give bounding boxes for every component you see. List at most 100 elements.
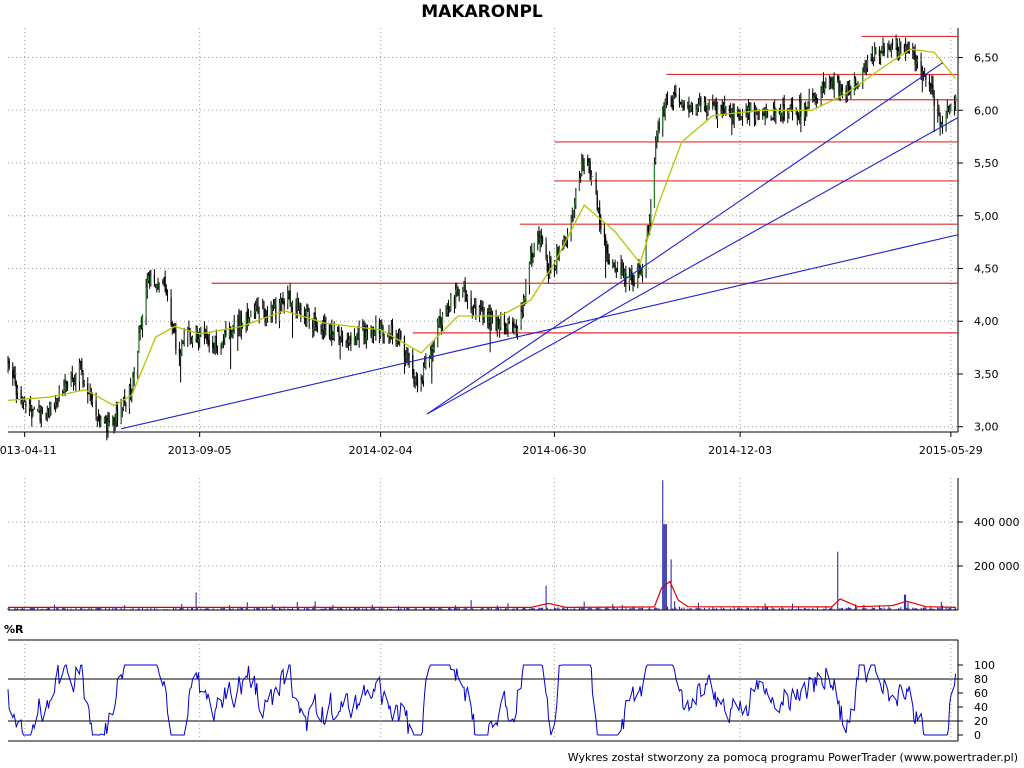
candle-body — [691, 105, 694, 113]
candle-body — [70, 373, 72, 387]
candle-body — [174, 327, 176, 332]
candle-body — [824, 87, 826, 90]
candle-body — [390, 326, 392, 337]
candle-body — [607, 253, 609, 262]
candle-body — [657, 121, 659, 134]
candle-body — [699, 99, 701, 107]
candle-body — [949, 108, 951, 113]
candle-body — [466, 295, 469, 300]
date-tick-label: 2014-06-30 — [522, 444, 586, 457]
candle-body — [890, 43, 892, 52]
candle-body — [870, 54, 872, 58]
candle-body — [439, 316, 441, 325]
candle-body — [846, 85, 848, 98]
candle-body — [283, 301, 285, 306]
candle-body — [71, 374, 73, 379]
candle-body — [103, 417, 106, 422]
candle-body — [356, 334, 358, 338]
candle-body — [499, 324, 501, 330]
candle-body — [489, 312, 491, 326]
candle-body — [482, 309, 484, 320]
candle-body — [628, 276, 631, 286]
candle-body — [596, 195, 598, 210]
candle-body — [574, 203, 576, 210]
candle-body — [708, 103, 710, 107]
candle-body — [513, 327, 515, 332]
candle-body — [32, 410, 34, 416]
candle-body — [516, 328, 519, 334]
candle-body — [632, 280, 634, 285]
candle-body — [703, 102, 706, 106]
candle-body — [557, 248, 559, 258]
candle-body — [349, 337, 351, 343]
candle-body — [195, 329, 197, 338]
candle-body — [66, 382, 69, 389]
candle-body — [99, 416, 101, 425]
candle-body — [696, 106, 698, 112]
candle-body — [857, 82, 859, 85]
candle-body — [772, 107, 775, 118]
candle-body — [187, 329, 189, 338]
candle-body — [530, 251, 532, 263]
candle-body — [332, 334, 334, 338]
candle-body — [15, 382, 17, 396]
candle-body — [541, 237, 544, 244]
candle-body — [82, 373, 84, 384]
candle-body — [925, 74, 927, 80]
candle-body — [606, 245, 608, 254]
candle-body — [914, 53, 916, 66]
candle-body — [221, 341, 223, 349]
candle-body — [532, 257, 534, 260]
candle-body — [481, 306, 483, 310]
candle-body — [590, 174, 592, 183]
candle-body — [587, 158, 589, 166]
candle-body — [571, 215, 573, 219]
candle-body — [815, 96, 817, 101]
candle-body — [250, 312, 252, 316]
candle-body — [465, 294, 467, 302]
candle-body — [620, 262, 622, 275]
candle-body — [280, 299, 282, 304]
candle-body — [65, 381, 67, 385]
candle-body — [172, 324, 175, 329]
candle-body — [682, 100, 684, 106]
candle-body — [749, 108, 751, 112]
candle-body — [8, 360, 10, 369]
candle-body — [322, 321, 325, 331]
candle-body — [941, 123, 944, 127]
candle-body — [157, 286, 159, 289]
candle-body — [796, 110, 798, 118]
candle-body — [55, 402, 57, 407]
candle-body — [782, 106, 784, 117]
candle-body — [658, 122, 660, 131]
candle-body — [400, 330, 402, 339]
candle-body — [808, 95, 810, 104]
candle-body — [558, 248, 560, 256]
candle-body — [397, 336, 400, 341]
candle-body — [600, 222, 602, 230]
candle-body — [87, 383, 89, 395]
candle-body — [833, 75, 835, 90]
candle-body — [237, 316, 239, 325]
candle-body — [232, 332, 234, 335]
candle-body — [637, 270, 639, 287]
candle-body — [371, 329, 373, 338]
candle-body — [462, 289, 464, 296]
candle-body — [12, 369, 14, 378]
candle-body — [483, 310, 485, 318]
candle-body — [295, 304, 297, 312]
candle-body — [40, 412, 42, 419]
candle-body — [91, 399, 94, 402]
volume-plot-area — [8, 478, 958, 610]
candle-body — [647, 229, 650, 232]
candle-body — [56, 402, 58, 405]
volume-panel: 200 000 400 000 — [7, 478, 1020, 611]
candle-body — [320, 325, 322, 328]
indicator-label: %R — [4, 623, 24, 636]
candle-body — [455, 289, 457, 308]
indicator-tick-label: 20 — [974, 715, 988, 728]
candle-body — [307, 307, 309, 312]
volume-tick-label: 200 000 — [974, 560, 1020, 573]
candle-body — [433, 344, 435, 350]
